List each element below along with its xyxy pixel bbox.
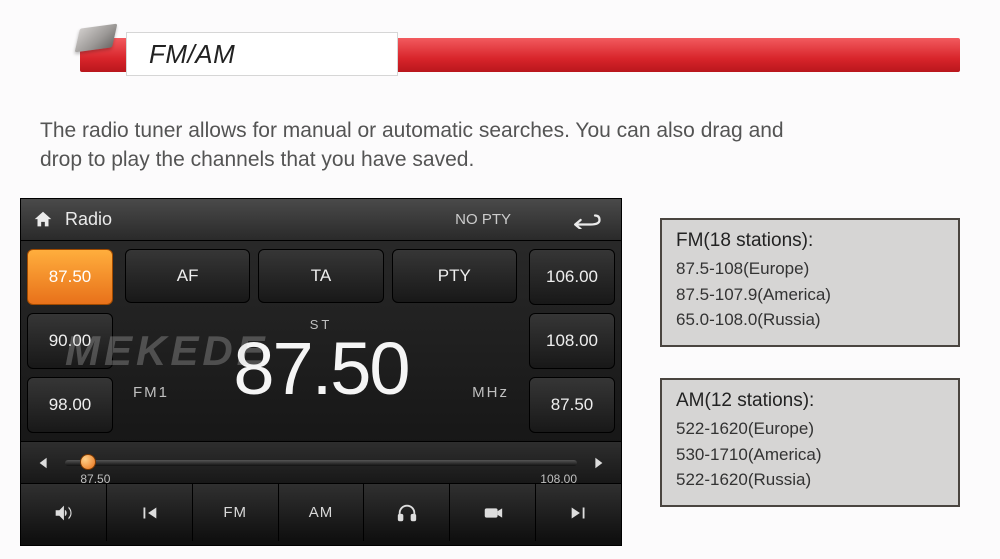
am-info-line: 522-1620(Russia): [676, 467, 944, 493]
headphones-button[interactable]: [364, 484, 450, 541]
am-band-button[interactable]: AM: [279, 484, 365, 541]
frequency-display: MEKEDE FM1 ST 87.50 MHz: [125, 303, 517, 433]
no-pty-label: NO PTY: [455, 211, 511, 228]
unit-label: MHz: [472, 384, 509, 401]
slider-min-label: 87.50: [80, 472, 110, 486]
af-button[interactable]: AF: [125, 249, 250, 303]
am-info-box: AM(12 stations): 522-1620(Europe) 530-17…: [660, 378, 960, 507]
record-button[interactable]: [450, 484, 536, 541]
stereo-label: ST: [310, 317, 333, 332]
fm-info-line: 87.5-108(Europe): [676, 256, 944, 282]
preset-4[interactable]: 106.00: [529, 249, 615, 305]
am-info-header: AM(12 stations):: [676, 390, 944, 412]
am-info-line: 522-1620(Europe): [676, 416, 944, 442]
back-button[interactable]: [561, 206, 611, 234]
preset-col-left: 87.50 90.00 98.00: [21, 241, 119, 441]
device-title: Radio: [65, 209, 112, 230]
pty-button[interactable]: PTY: [392, 249, 517, 303]
preset-3[interactable]: 98.00: [27, 377, 113, 433]
tune-left-icon[interactable]: [31, 450, 57, 476]
next-track-button[interactable]: [536, 484, 621, 541]
prev-track-button[interactable]: [107, 484, 193, 541]
fm-band-button[interactable]: FM: [193, 484, 279, 541]
preset-1[interactable]: 87.50: [27, 249, 113, 305]
preset-2[interactable]: 90.00: [27, 313, 113, 369]
radio-device: Radio NO PTY 87.50 90.00 98.00 AF TA PTY…: [20, 198, 622, 546]
slider-thumb[interactable]: [80, 454, 96, 470]
header-title: FM/AM: [149, 39, 235, 70]
tuner-slider-row: 87.50 108.00: [21, 441, 621, 483]
center-col: AF TA PTY MEKEDE FM1 ST 87.50 MHz: [119, 241, 523, 441]
slider-max-label: 108.00: [540, 472, 577, 486]
description: The radio tuner allows for manual or aut…: [40, 116, 800, 175]
bottom-bar: FM AM: [21, 483, 621, 541]
fm-info-line: 87.5-107.9(America): [676, 282, 944, 308]
ta-button[interactable]: TA: [258, 249, 383, 303]
tuner-slider[interactable]: 87.50 108.00: [65, 460, 577, 466]
func-row: AF TA PTY: [125, 249, 517, 303]
preset-6[interactable]: 87.50: [529, 377, 615, 433]
header-title-tab: FM/AM: [126, 32, 398, 76]
preset-5[interactable]: 108.00: [529, 313, 615, 369]
fm-info-line: 65.0-108.0(Russia): [676, 307, 944, 333]
home-icon[interactable]: [31, 209, 57, 231]
am-info-line: 530-1710(America): [676, 442, 944, 468]
header-bar: FM/AM: [40, 28, 960, 82]
volume-button[interactable]: [21, 484, 107, 541]
preset-col-right: 106.00 108.00 87.50: [523, 241, 621, 441]
band-label: FM1: [133, 384, 169, 401]
device-topbar: Radio NO PTY: [21, 199, 621, 241]
fm-info-box: FM(18 stations): 87.5-108(Europe) 87.5-1…: [660, 218, 960, 347]
frequency-value: 87.50: [233, 326, 408, 411]
fm-info-header: FM(18 stations):: [676, 230, 944, 252]
tune-right-icon[interactable]: [585, 450, 611, 476]
